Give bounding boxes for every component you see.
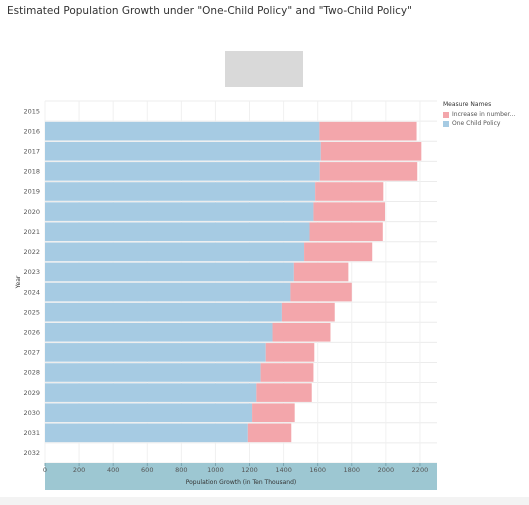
y-axis-title: Year xyxy=(15,275,22,289)
bar-one-child-2027 xyxy=(45,343,266,362)
bar-one-child-2025 xyxy=(45,302,282,322)
y-tick-label: 2015 xyxy=(23,107,40,115)
x-tick-label: 400 xyxy=(107,466,119,474)
x-tick-label: 2200 xyxy=(412,466,429,474)
legend-title: Measure Names xyxy=(443,101,492,108)
bar-one-child-2018 xyxy=(45,162,320,181)
bar-one-child-2023 xyxy=(45,262,294,282)
bar-increase-2019 xyxy=(315,182,384,201)
bar-one-child-2028 xyxy=(45,363,261,382)
legend-swatch-increase xyxy=(443,111,449,118)
bar-increase-2024 xyxy=(290,282,352,302)
bar-one-child-2024 xyxy=(45,282,291,302)
bar-one-child-2020 xyxy=(45,202,314,221)
bar-one-child-2029 xyxy=(45,383,257,402)
filter-placeholder xyxy=(225,51,303,87)
x-tick-label: 600 xyxy=(141,466,153,474)
y-tick-label: 2029 xyxy=(23,389,40,397)
bar-one-child-2026 xyxy=(45,322,273,342)
bar-increase-2025 xyxy=(281,302,335,322)
bar-increase-2018 xyxy=(319,162,418,181)
chart-title: Estimated Population Growth under "One-C… xyxy=(7,5,412,17)
bar-increase-2029 xyxy=(256,383,312,402)
x-tick-label: 1800 xyxy=(344,466,361,474)
x-tick-label: 2000 xyxy=(378,466,395,474)
legend-label-increase: Increase in number... xyxy=(452,111,516,118)
legend-item-one-child[interactable]: One Child Policy xyxy=(443,120,515,127)
y-tick-label: 2019 xyxy=(23,188,40,196)
bar-increase-2016 xyxy=(319,121,417,141)
y-tick-label: 2016 xyxy=(23,127,40,135)
bar-increase-2020 xyxy=(313,202,386,221)
y-tick-label: 2021 xyxy=(23,228,40,236)
bar-one-child-2019 xyxy=(45,182,316,201)
bar-increase-2027 xyxy=(265,343,315,362)
bar-increase-2030 xyxy=(252,403,295,423)
bar-increase-2021 xyxy=(309,222,383,242)
bar-one-child-2022 xyxy=(45,242,305,262)
legend-item-increase[interactable]: Increase in number... xyxy=(443,111,515,118)
y-tick-label: 2028 xyxy=(23,369,40,377)
bar-one-child-2031 xyxy=(45,423,248,443)
y-tick-label: 2017 xyxy=(23,147,40,155)
legend-swatch-one-child xyxy=(443,120,449,127)
x-tick-label: 1000 xyxy=(207,466,224,474)
y-tick-label: 2024 xyxy=(23,288,40,296)
x-axis-band xyxy=(45,463,437,490)
bar-increase-2022 xyxy=(304,242,373,262)
bar-increase-2031 xyxy=(247,423,292,443)
x-tick-label: 1200 xyxy=(241,466,258,474)
y-tick-label: 2023 xyxy=(23,268,40,276)
x-tick-label: 200 xyxy=(73,466,85,474)
y-tick-label: 2025 xyxy=(23,308,40,316)
x-axis-title: Population Growth (in Ten Thousand) xyxy=(186,479,297,486)
y-tick-label: 2027 xyxy=(23,349,40,357)
x-tick-label: 0 xyxy=(43,466,47,474)
bar-increase-2026 xyxy=(272,322,331,342)
bar-one-child-2017 xyxy=(45,141,321,161)
y-tick-label: 2018 xyxy=(23,168,40,176)
bar-one-child-2016 xyxy=(45,121,320,141)
y-tick-label: 2031 xyxy=(23,429,40,437)
y-tick-label: 2030 xyxy=(23,409,40,417)
y-tick-label: 2020 xyxy=(23,208,40,216)
bottom-band xyxy=(0,497,529,505)
legend: Measure Names Increase in number... One … xyxy=(443,101,515,129)
bar-increase-2023 xyxy=(293,262,349,282)
x-tick-label: 1600 xyxy=(309,466,326,474)
y-tick-label: 2022 xyxy=(23,248,40,256)
bar-increase-2017 xyxy=(320,141,422,161)
bar-one-child-2030 xyxy=(45,403,253,423)
y-tick-label: 2032 xyxy=(23,449,40,457)
legend-label-one-child: One Child Policy xyxy=(452,120,501,127)
x-tick-label: 800 xyxy=(175,466,187,474)
bar-increase-2028 xyxy=(260,363,314,382)
x-tick-label: 1400 xyxy=(275,466,292,474)
bar-one-child-2021 xyxy=(45,222,310,242)
y-tick-label: 2026 xyxy=(23,328,40,336)
